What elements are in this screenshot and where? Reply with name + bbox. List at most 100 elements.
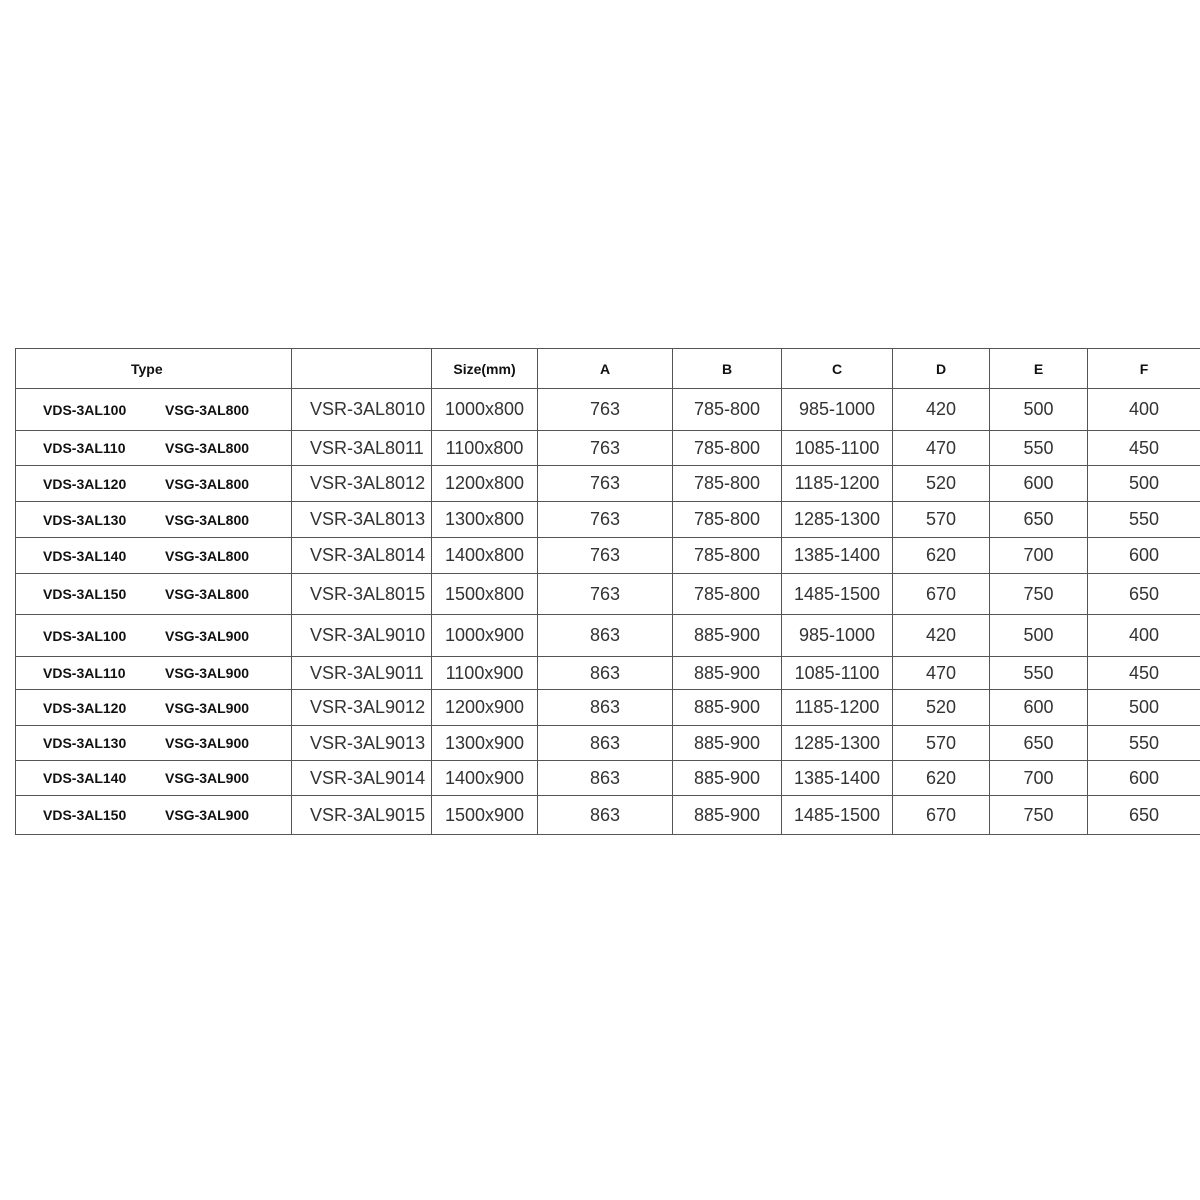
size-cell: 1100x900 xyxy=(431,656,538,690)
model-cell: VSR-3AL9010 xyxy=(291,614,432,657)
model-cell: VSR-3AL8015 xyxy=(291,573,432,615)
vsg-code: VSG-3AL900 xyxy=(165,807,250,823)
header-e: E xyxy=(989,348,1088,389)
b-cell: 785-800 xyxy=(672,465,782,502)
c-cell: 1185-1200 xyxy=(781,465,893,502)
c-cell: 1085-1100 xyxy=(781,656,893,690)
table-row: VDS-3AL100 VSG-3AL800 VSR-3AL8010 1000x800 7… xyxy=(15,388,1200,431)
d-cell: 620 xyxy=(892,760,990,796)
table-row: VDS-3AL140 VSG-3AL900 VSR-3AL9014 1400x900 8… xyxy=(15,760,1200,796)
f-cell: 550 xyxy=(1087,725,1200,761)
d-cell: 420 xyxy=(892,388,990,431)
e-cell: 650 xyxy=(989,725,1088,761)
vds-code: VDS-3AL120 xyxy=(43,475,127,492)
d-cell: 470 xyxy=(892,430,990,466)
header-c: C xyxy=(781,348,893,389)
c-cell: 1385-1400 xyxy=(781,760,893,796)
header-row: Type Size(mm) A B C D E F xyxy=(15,348,1200,389)
size-cell: 1200x800 xyxy=(431,465,538,502)
d-cell: 520 xyxy=(892,465,990,502)
vds-code: VDS-3AL100 xyxy=(43,627,127,644)
model-cell: VSR-3AL9015 xyxy=(291,795,432,835)
e-cell: 750 xyxy=(989,795,1088,835)
table-row: VDS-3AL110 VSG-3AL900 VSR-3AL9011 1100x900 8… xyxy=(15,656,1200,690)
a-cell: 863 xyxy=(537,760,673,796)
f-cell: 550 xyxy=(1087,501,1200,538)
a-cell: 863 xyxy=(537,795,673,835)
vds-code: VDS-3AL150 xyxy=(43,586,127,602)
size-cell: 1400x800 xyxy=(431,537,538,574)
b-cell: 885-900 xyxy=(672,689,782,726)
model-cell: VSR-3AL8013 xyxy=(291,501,432,538)
header-f: F xyxy=(1087,348,1200,389)
b-cell: 885-900 xyxy=(672,795,782,835)
size-cell: 1500x900 xyxy=(431,795,538,835)
vsg-code: VSG-3AL800 xyxy=(165,475,250,492)
type-cell: VDS-3AL120 VSG-3AL800 xyxy=(15,465,292,502)
size-cell: 1000x800 xyxy=(431,388,538,431)
b-cell: 885-900 xyxy=(672,725,782,761)
b-cell: 885-900 xyxy=(672,760,782,796)
b-cell: 785-800 xyxy=(672,501,782,538)
d-cell: 570 xyxy=(892,501,990,538)
b-cell: 785-800 xyxy=(672,573,782,615)
type-cell: VDS-3AL150 VSG-3AL800 xyxy=(15,573,292,615)
a-cell: 763 xyxy=(537,388,673,431)
vds-code: VDS-3AL110 xyxy=(43,665,126,681)
c-cell: 985-1000 xyxy=(781,614,893,657)
size-cell: 1200x900 xyxy=(431,689,538,726)
f-cell: 400 xyxy=(1087,614,1200,657)
d-cell: 670 xyxy=(892,573,990,615)
type-cell: VDS-3AL110 VSG-3AL800 xyxy=(15,430,292,466)
vsg-code: VSG-3AL800 xyxy=(165,547,250,564)
header-type: Type xyxy=(15,348,292,389)
a-cell: 863 xyxy=(537,689,673,726)
type-cell: VDS-3AL140 VSG-3AL800 xyxy=(15,537,292,574)
c-cell: 1485-1500 xyxy=(781,795,893,835)
type-cell: VDS-3AL130 VSG-3AL900 xyxy=(15,725,292,761)
table-row: VDS-3AL150 VSG-3AL800 VSR-3AL8015 1500x800 7… xyxy=(15,573,1200,615)
header-b: B xyxy=(672,348,782,389)
vds-code: VDS-3AL130 xyxy=(43,511,127,528)
e-cell: 550 xyxy=(989,430,1088,466)
model-cell: VSR-3AL8011 xyxy=(291,430,432,466)
type-cell: VDS-3AL110 VSG-3AL900 xyxy=(15,656,292,690)
d-cell: 420 xyxy=(892,614,990,657)
size-cell: 1300x800 xyxy=(431,501,538,538)
a-cell: 863 xyxy=(537,656,673,690)
f-cell: 650 xyxy=(1087,573,1200,615)
table-row: VDS-3AL110 VSG-3AL800 VSR-3AL8011 1100x800 7… xyxy=(15,430,1200,466)
table-row: VDS-3AL130 VSG-3AL800 VSR-3AL8013 1300x800 7… xyxy=(15,501,1200,538)
type-cell: VDS-3AL120 VSG-3AL900 xyxy=(15,689,292,726)
vsg-code: VSG-3AL800 xyxy=(165,511,250,528)
a-cell: 763 xyxy=(537,501,673,538)
d-cell: 570 xyxy=(892,725,990,761)
e-cell: 700 xyxy=(989,760,1088,796)
vsg-code: VSG-3AL900 xyxy=(165,627,250,644)
vds-code: VDS-3AL150 xyxy=(43,807,127,823)
a-cell: 763 xyxy=(537,573,673,615)
c-cell: 1285-1300 xyxy=(781,501,893,538)
vsg-code: VSG-3AL800 xyxy=(165,586,250,602)
c-cell: 1085-1100 xyxy=(781,430,893,466)
vsg-code: VSG-3AL900 xyxy=(165,665,250,681)
b-cell: 885-900 xyxy=(672,656,782,690)
model-cell: VSR-3AL9014 xyxy=(291,760,432,796)
e-cell: 750 xyxy=(989,573,1088,615)
table-row: VDS-3AL120 VSG-3AL800 VSR-3AL8012 1200x800 7… xyxy=(15,465,1200,502)
header-a: A xyxy=(537,348,673,389)
a-cell: 763 xyxy=(537,430,673,466)
d-cell: 520 xyxy=(892,689,990,726)
size-cell: 1000x900 xyxy=(431,614,538,657)
type-cell: VDS-3AL130 VSG-3AL800 xyxy=(15,501,292,538)
vds-code: VDS-3AL140 xyxy=(43,770,127,786)
c-cell: 1185-1200 xyxy=(781,689,893,726)
type-cell: VDS-3AL100 VSG-3AL900 xyxy=(15,614,292,657)
vsg-code: VSG-3AL800 xyxy=(165,440,250,456)
a-cell: 763 xyxy=(537,465,673,502)
b-cell: 785-800 xyxy=(672,537,782,574)
type-cell: VDS-3AL140 VSG-3AL900 xyxy=(15,760,292,796)
size-cell: 1300x900 xyxy=(431,725,538,761)
vsg-code: VSG-3AL900 xyxy=(165,735,250,751)
header-model xyxy=(291,348,432,389)
